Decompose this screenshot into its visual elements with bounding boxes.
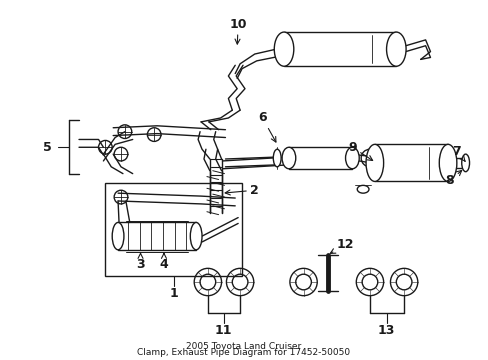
Text: 11: 11 [214, 324, 232, 337]
Text: 12: 12 [329, 238, 354, 253]
Text: 1: 1 [169, 287, 178, 300]
Text: 10: 10 [229, 18, 246, 44]
Ellipse shape [461, 154, 468, 172]
Ellipse shape [386, 32, 405, 66]
Text: 2: 2 [224, 184, 259, 197]
Text: 6: 6 [258, 112, 275, 142]
Text: 8: 8 [445, 171, 461, 187]
Ellipse shape [273, 149, 281, 167]
Ellipse shape [345, 147, 359, 169]
Ellipse shape [366, 144, 383, 181]
Ellipse shape [274, 32, 293, 66]
Ellipse shape [357, 185, 368, 193]
Text: 5: 5 [43, 141, 52, 154]
Text: 4: 4 [159, 253, 168, 271]
Ellipse shape [438, 144, 456, 181]
Bar [105, 183, 242, 276]
Text: 7: 7 [451, 145, 464, 161]
Text: 9: 9 [347, 141, 372, 161]
Ellipse shape [190, 222, 202, 250]
Text: 3: 3 [136, 253, 144, 271]
Ellipse shape [282, 147, 295, 169]
Text: 13: 13 [377, 324, 394, 337]
Text: 2005 Toyota Land Cruiser: 2005 Toyota Land Cruiser [186, 342, 301, 351]
Text: Clamp, Exhaust Pipe Diagram for 17452-50050: Clamp, Exhaust Pipe Diagram for 17452-50… [137, 348, 350, 357]
Ellipse shape [112, 222, 123, 250]
